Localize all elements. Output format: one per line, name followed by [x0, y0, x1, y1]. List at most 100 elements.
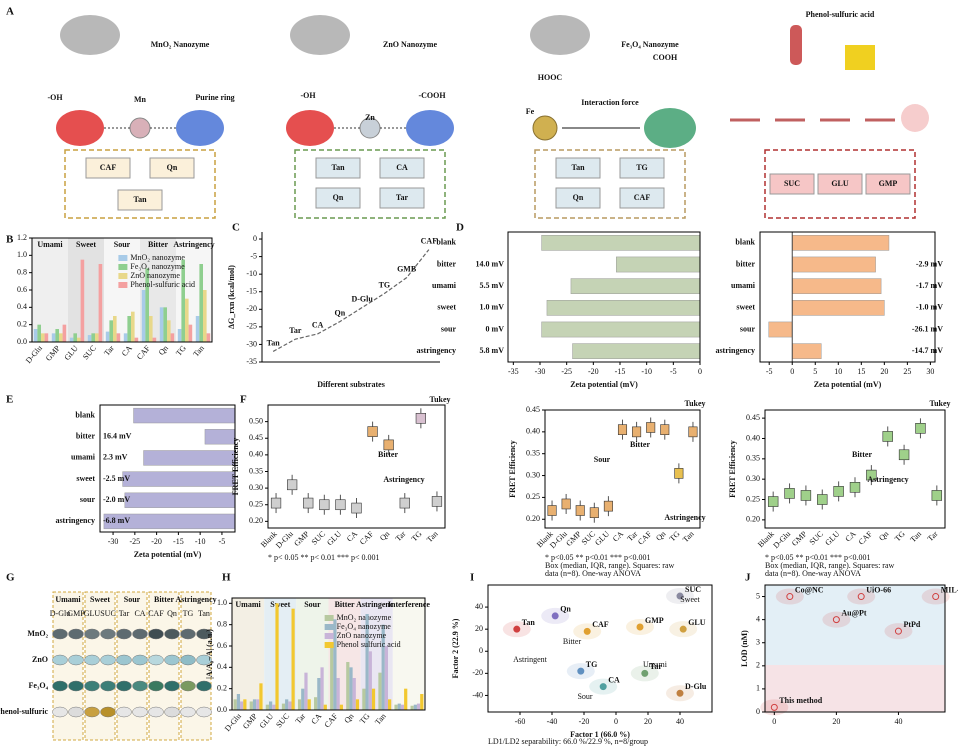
substance-label: CA [134, 609, 145, 618]
median-box [784, 488, 795, 499]
region-band [392, 598, 425, 710]
x-tick-label: Qn [877, 529, 890, 542]
bar [91, 333, 95, 342]
bar [416, 703, 421, 710]
annotation: 5.8 mV [480, 346, 505, 355]
y-tick-label: 0.4 [217, 662, 227, 671]
point-label: GLU [688, 618, 706, 627]
well [164, 706, 180, 718]
annotation: 14.0 mV [476, 259, 505, 268]
category-label: sour [80, 495, 96, 504]
note: Tukey [429, 395, 450, 404]
median-box [866, 469, 877, 481]
panel-label: I [470, 572, 474, 584]
product [901, 104, 929, 132]
y-tick-label: 0.30 [746, 474, 760, 483]
well [180, 654, 196, 666]
bar [541, 321, 701, 338]
category-label: astringency [55, 516, 95, 525]
footnote: data (n=8). One-way ANOVA [765, 569, 861, 578]
x-tick-label: 20 [644, 717, 652, 726]
bar [259, 683, 263, 710]
y-axis-label: ΔG_rxn (kcal/mol) [227, 265, 236, 329]
bar [320, 667, 324, 710]
point-label: This method [779, 696, 822, 705]
y-tick-label: 0.40 [746, 433, 760, 442]
point-label: PtPd [903, 620, 920, 629]
substance-chip [555, 157, 601, 179]
region-label: Interference [388, 600, 431, 609]
annotation: -1.0 mV [916, 303, 943, 312]
category-label: sweet [76, 474, 95, 483]
note: Astringency [664, 513, 705, 522]
legend-swatch [118, 282, 128, 288]
shade-high [765, 585, 945, 666]
note: Bitter [852, 450, 872, 459]
plot-frame [267, 404, 446, 529]
x-tick-label: Qn [378, 529, 391, 542]
point [641, 669, 649, 677]
bar [188, 324, 193, 342]
y-tick-label: 0.45 [249, 433, 263, 442]
bar [163, 307, 167, 342]
tube [790, 25, 802, 65]
y-tick-label: -25 [246, 322, 257, 331]
y-tick-label: 1.0 [217, 598, 227, 607]
well [100, 628, 116, 640]
point [583, 627, 591, 635]
x-tick-label: -15 [173, 537, 184, 546]
bar [33, 329, 38, 342]
point-label: CA [312, 321, 324, 330]
legend-swatch [324, 633, 334, 639]
bar [333, 619, 337, 710]
y-tick-label: 0.25 [746, 494, 760, 503]
point-label: TG [586, 660, 598, 669]
group-label: Astringent [513, 655, 548, 664]
bar [152, 337, 157, 342]
region-label: Sweet [76, 240, 96, 249]
x-tick-label: CA [611, 529, 625, 543]
well [116, 680, 132, 692]
x-tick-label: 30 [926, 367, 934, 376]
bar [203, 290, 207, 342]
legend-label: MnO₂ nanozyme [337, 613, 392, 622]
bar [109, 320, 113, 342]
panel-label: D [456, 222, 464, 234]
x-axis-label: Zeta potential (mV) [134, 550, 202, 559]
x-tick-label: D-Glu [24, 344, 44, 365]
point-label: GMB [397, 265, 417, 274]
panel-label: H [222, 572, 231, 584]
group-label: Sour [577, 692, 592, 701]
bar [265, 704, 269, 710]
bar [77, 337, 81, 342]
row-label: MnO₂ [27, 629, 48, 638]
x-tick-label: -10 [641, 367, 652, 376]
x-tick-label: -25 [561, 367, 572, 376]
x-tick-label: Tar [926, 529, 940, 543]
x-tick-label: CAF [323, 711, 340, 729]
diagram-label: Mn [134, 95, 147, 104]
trend-line [272, 249, 430, 352]
x-tick-label: CAF [135, 343, 152, 361]
bar [365, 614, 369, 710]
well [52, 628, 68, 640]
median-box [632, 426, 642, 438]
well [100, 654, 116, 666]
y-tick-label: 20 [475, 624, 483, 633]
bar [275, 603, 279, 710]
x-tick-label: -10 [195, 537, 206, 546]
category-label: bitter [76, 432, 96, 441]
diagram-title: MnO₂ Nanozyme [151, 40, 210, 49]
note: Bitter [630, 440, 650, 449]
cluster [760, 699, 789, 716]
bar [233, 699, 237, 710]
x-tick-label: SUC [81, 344, 98, 362]
x-tick-label: CAF [636, 529, 654, 547]
legend-label: ZnO nanozyme [130, 271, 180, 280]
x-tick-label: TG [174, 344, 188, 358]
substance-label: Qn [167, 609, 177, 618]
bar [133, 407, 236, 424]
bar [791, 278, 882, 295]
x-tick-label: 40 [676, 717, 684, 726]
